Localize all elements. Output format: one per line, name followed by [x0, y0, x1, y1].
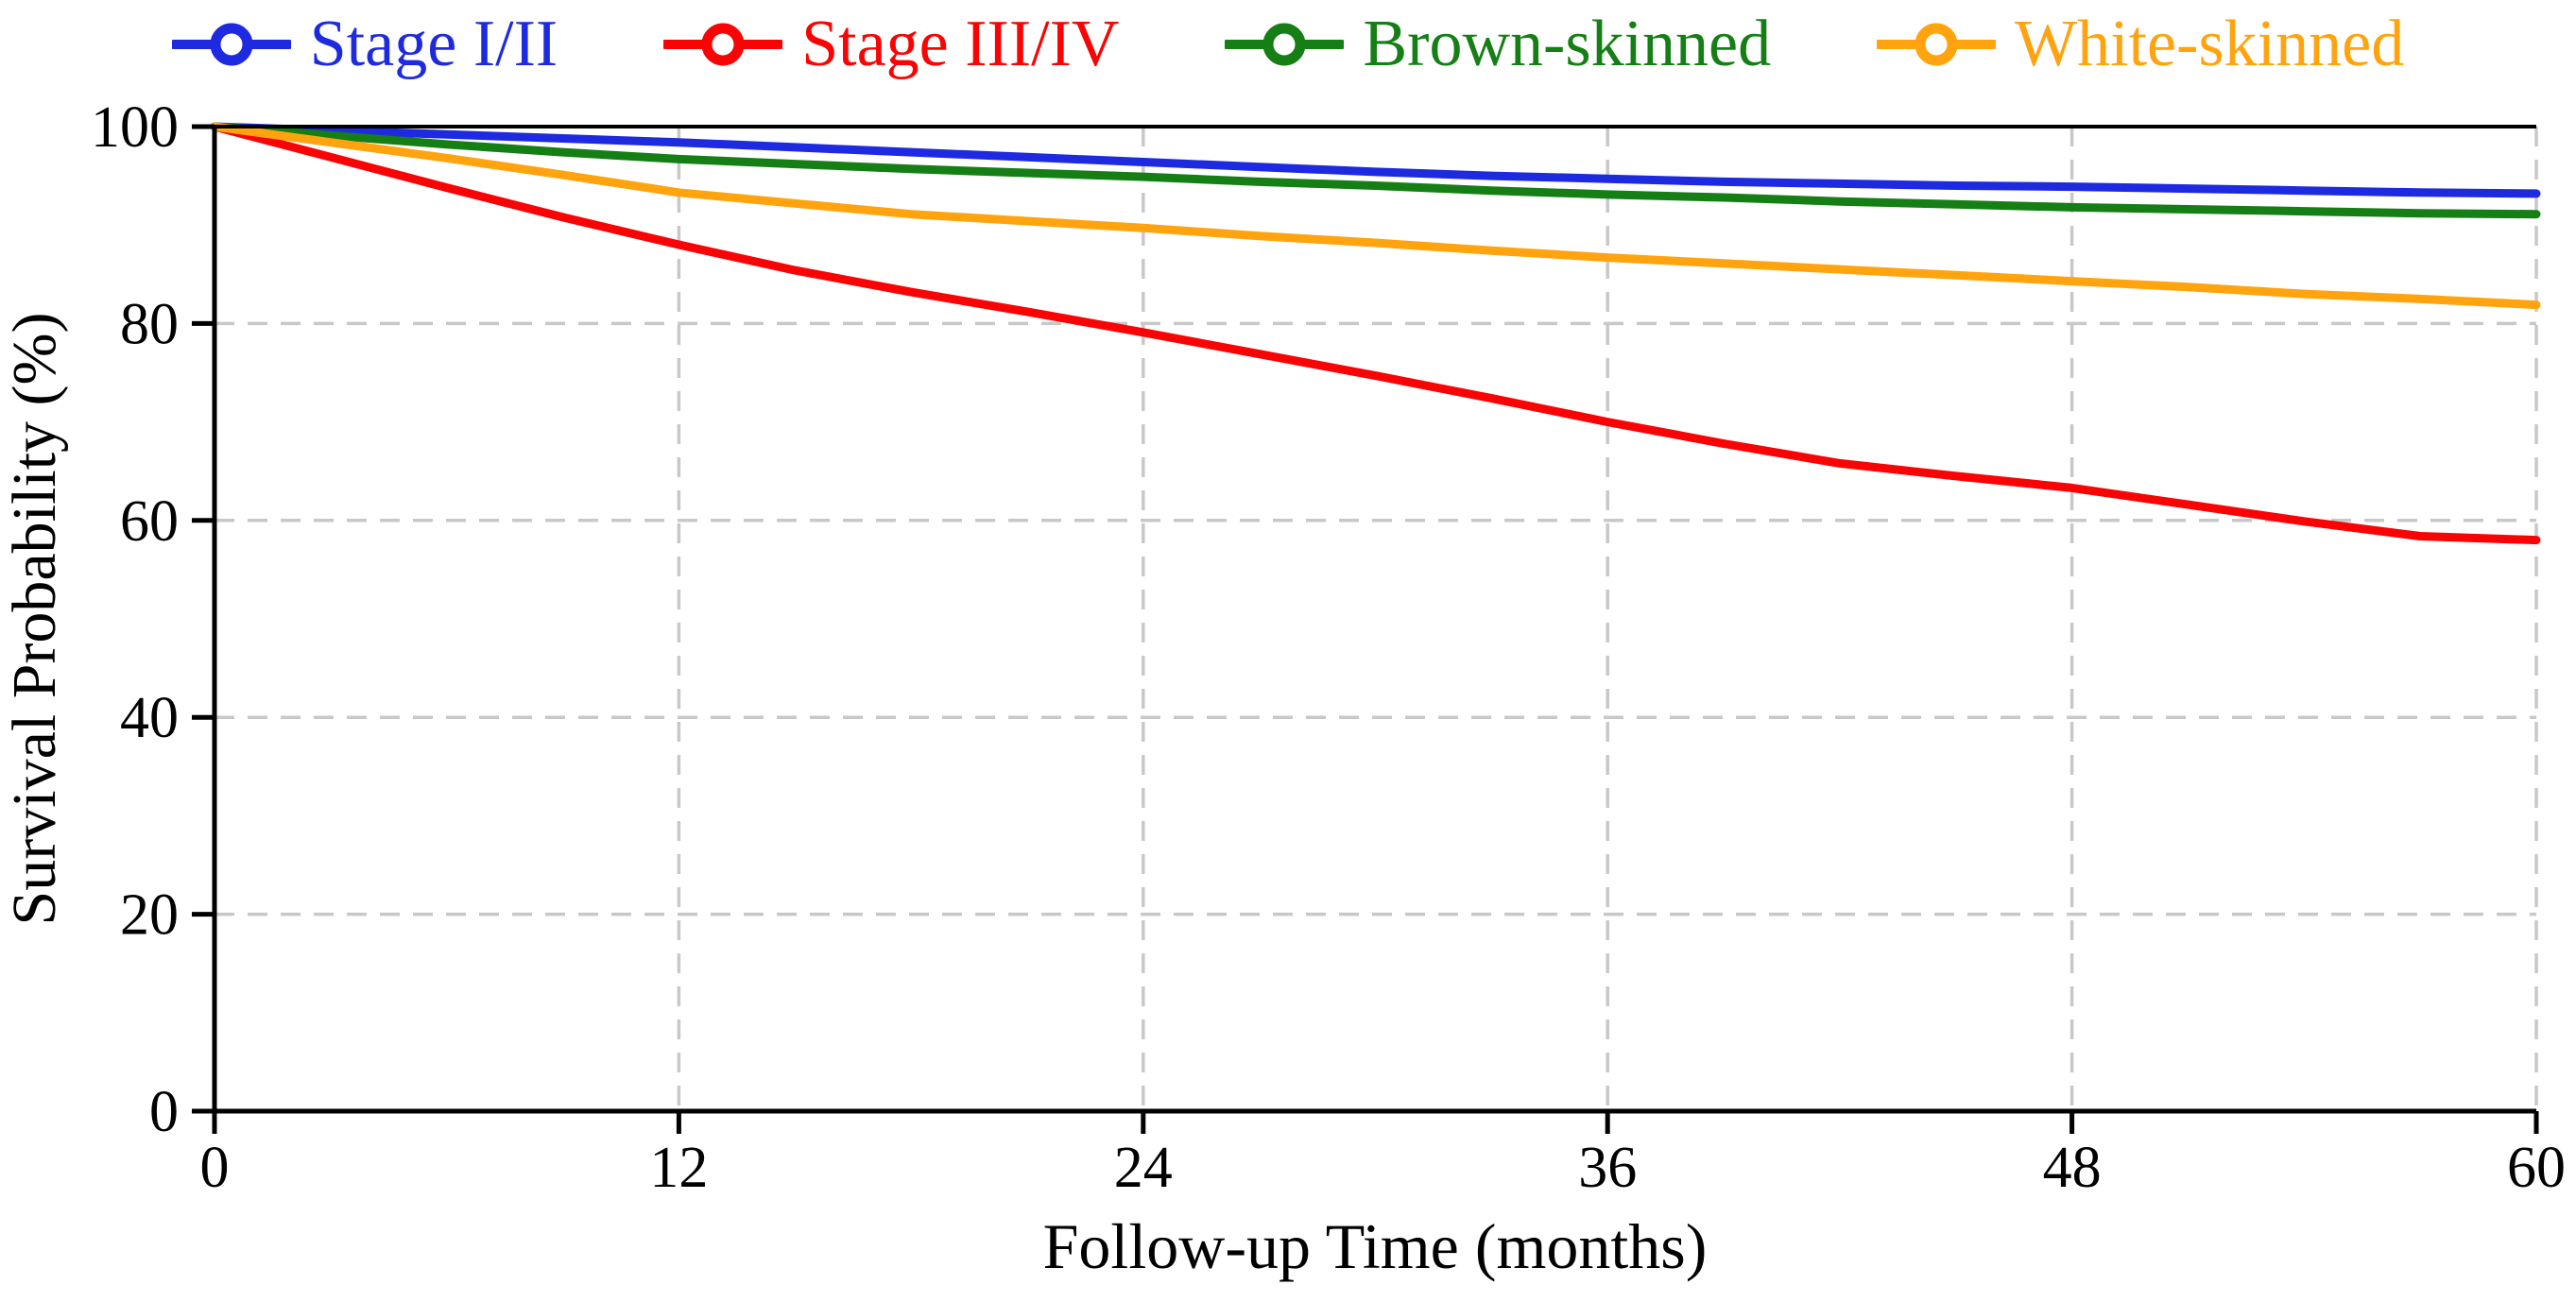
x-tick-label: 60	[2507, 1136, 2566, 1200]
legend-label-stage-iii-iv: Stage III/IV	[801, 8, 1120, 80]
legend-item-white-skinned: White-skinned	[1877, 11, 2404, 77]
y-tick-label: 100	[91, 95, 179, 160]
series-line-brown-skinned	[210, 122, 2541, 219]
legend-marker-circle	[1262, 23, 1306, 66]
x-axis-title: Follow-up Time (months)	[1043, 1210, 1708, 1282]
y-tick-label: 40	[120, 686, 179, 750]
x-tick-label: 12	[649, 1136, 708, 1200]
x-tick-label: 48	[2043, 1136, 2102, 1200]
x-tick-label: 36	[1578, 1136, 1637, 1200]
legend-marker-circle	[701, 23, 745, 66]
legend-open-circle-icon	[663, 23, 783, 66]
legend-open-circle-icon	[1877, 23, 1997, 66]
legend-item-stage-iii-iv: Stage III/IV	[663, 11, 1119, 77]
x-tick-label: 24	[1114, 1136, 1173, 1200]
gridlines	[215, 127, 2538, 1111]
y-tick-label: 0	[149, 1080, 179, 1144]
y-tick-label: 20	[120, 883, 179, 948]
legend-label-white-skinned: White-skinned	[2015, 8, 2405, 80]
tick-marks	[192, 124, 2539, 1134]
y-tick-label: 80	[120, 292, 179, 356]
legend-label-brown-skinned: Brown-skinned	[1363, 8, 1772, 80]
y-tick-label: 60	[120, 489, 179, 554]
tick-labels: 0 20 40 60 80 100 0 12 24 36 48 60	[91, 95, 2566, 1200]
legend-open-circle-icon	[1225, 23, 1345, 66]
chart-legend: Stage I/II Stage III/IV Brown-skinned White…	[0, 11, 2576, 77]
series-line-white-skinned	[210, 122, 2541, 310]
x-tick-label: 0	[200, 1136, 230, 1200]
legend-marker-circle	[1915, 23, 1958, 66]
series-line-stage-iii-iv	[210, 122, 2541, 545]
legend-open-circle-icon	[171, 23, 291, 66]
legend-marker-circle	[210, 23, 253, 66]
legend-label-stage-i-ii: Stage I/II	[309, 8, 558, 80]
y-axis-title: Survival Probability (%)	[0, 313, 69, 926]
legend-item-brown-skinned: Brown-skinned	[1225, 11, 1771, 77]
series-lines	[210, 122, 2541, 545]
axes	[212, 125, 2536, 1114]
legend-item-stage-i-ii: Stage I/II	[171, 8, 558, 80]
series-line-stage-i-ii	[210, 122, 2541, 198]
